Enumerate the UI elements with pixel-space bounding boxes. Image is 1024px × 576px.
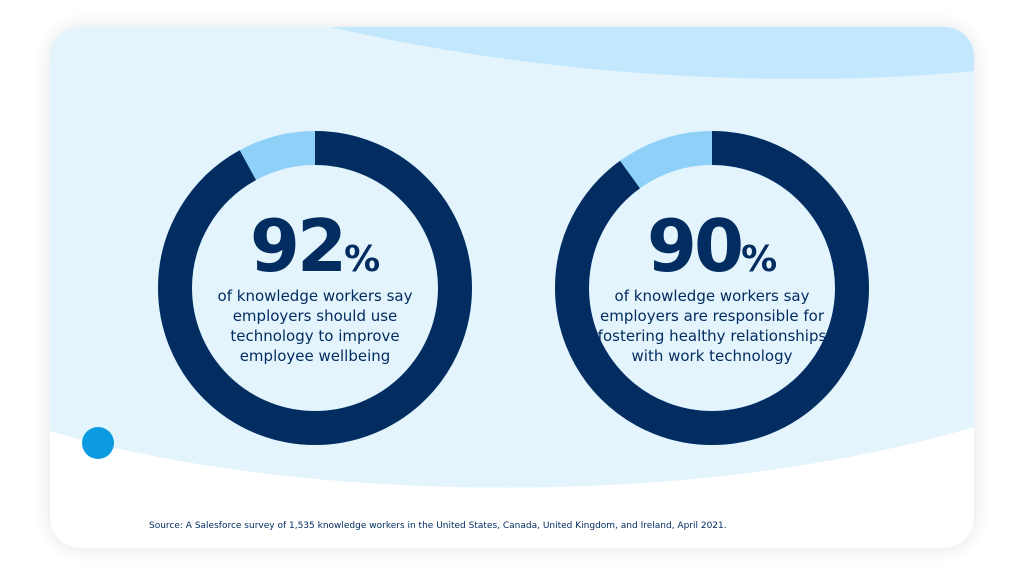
stat-percent-sign: % <box>741 239 778 280</box>
background-waves <box>50 27 974 548</box>
source-footnote: Source: A Salesforce survey of 1,535 kno… <box>149 521 727 531</box>
infographic-card: 92% of knowledge workers say employers s… <box>50 27 974 548</box>
top-wave <box>330 27 974 79</box>
stat-value: 92% <box>250 210 380 282</box>
donut-svg <box>555 131 869 445</box>
donut-chart-90: 90% of knowledge workers say employers a… <box>553 129 871 447</box>
stat-percent-sign: % <box>344 239 381 280</box>
donut-svg <box>158 131 472 445</box>
stat-description: of knowledge workers say employers are r… <box>597 287 827 365</box>
stat-number: 90 <box>646 204 744 288</box>
decorative-dot <box>82 427 114 459</box>
stat-description: of knowledge workers say employers shoul… <box>217 287 413 365</box>
bottom-wave <box>50 427 974 548</box>
donut-value-segment <box>555 131 869 445</box>
donut-text: 92% of knowledge workers say employers s… <box>196 129 434 447</box>
donut-text: 90% of knowledge workers say employers a… <box>593 129 831 447</box>
donut-value-segment <box>158 131 472 445</box>
donut-chart-92: 92% of knowledge workers say employers s… <box>156 129 474 447</box>
stat-value: 90% <box>647 210 777 282</box>
stat-number: 92 <box>249 204 347 288</box>
